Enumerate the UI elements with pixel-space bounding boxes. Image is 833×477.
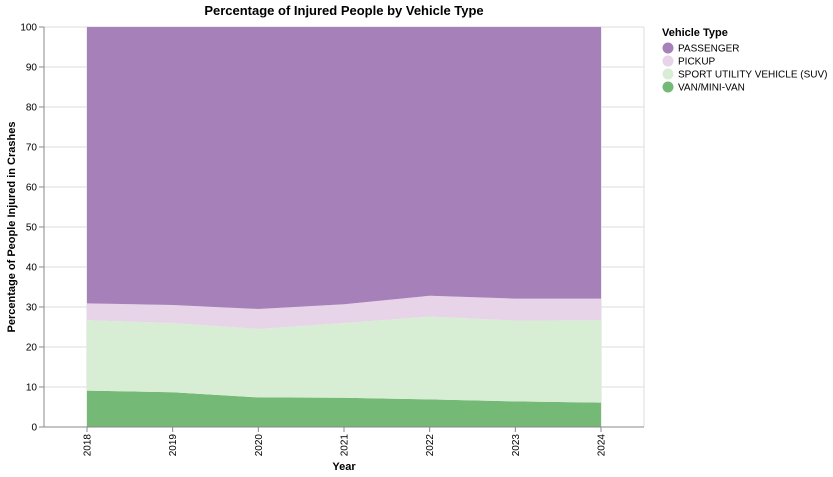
x-tick-label: 2023 [511, 434, 522, 457]
x-tick-label: 2024 [597, 434, 608, 457]
area-pickup [87, 295, 601, 329]
x-tick-label: 2019 [168, 434, 179, 457]
area-series [87, 27, 601, 427]
axes: 0 10 20 30 40 50 60 70 80 90 100 2018 2019 2020 2021 20… [20, 23, 644, 457]
area-sport-utility-vehicle-suv [87, 316, 601, 403]
area-passenger [87, 27, 601, 309]
y-tick-label: 0 [31, 423, 37, 434]
legend: Vehicle Type PASSENGER PICKUP SPORT UTILIT… [662, 27, 827, 94]
x-tick-label: 2021 [340, 434, 351, 457]
y-tick-label: 60 [26, 183, 38, 194]
y-tick-label: 20 [26, 343, 38, 354]
y-tick-label: 90 [26, 63, 38, 74]
legend-swatch [662, 55, 674, 67]
legend-swatch [662, 68, 674, 80]
area-van-mini-van [87, 390, 601, 427]
y-tick-label: 50 [26, 223, 38, 234]
y-tick-label: 70 [26, 143, 38, 154]
legend-label: PASSENGER [678, 44, 740, 55]
legend-swatch [662, 81, 674, 93]
legend-title: Vehicle Type [662, 27, 728, 39]
y-tick-label: 80 [26, 103, 38, 114]
legend-label: VAN/MINI-VAN [678, 83, 745, 94]
x-axis-title: Year [332, 461, 356, 473]
y-tick-label: 10 [26, 383, 38, 394]
x-tick-label: 2020 [254, 434, 265, 457]
y-tick-label: 30 [26, 303, 38, 314]
legend-label: PICKUP [678, 57, 716, 68]
x-tick-label: 2018 [83, 434, 94, 457]
y-tick-label: 40 [26, 263, 38, 274]
y-axis-title: Percentage of People Injured in Crashes [6, 122, 18, 333]
legend-swatch [662, 42, 674, 54]
legend-label: SPORT UTILITY VEHICLE (SUV) [678, 70, 827, 81]
y-tick-label: 100 [20, 23, 37, 34]
x-tick-label: 2022 [425, 434, 436, 457]
chart-title: Percentage of Injured People by Vehicle … [204, 3, 483, 18]
